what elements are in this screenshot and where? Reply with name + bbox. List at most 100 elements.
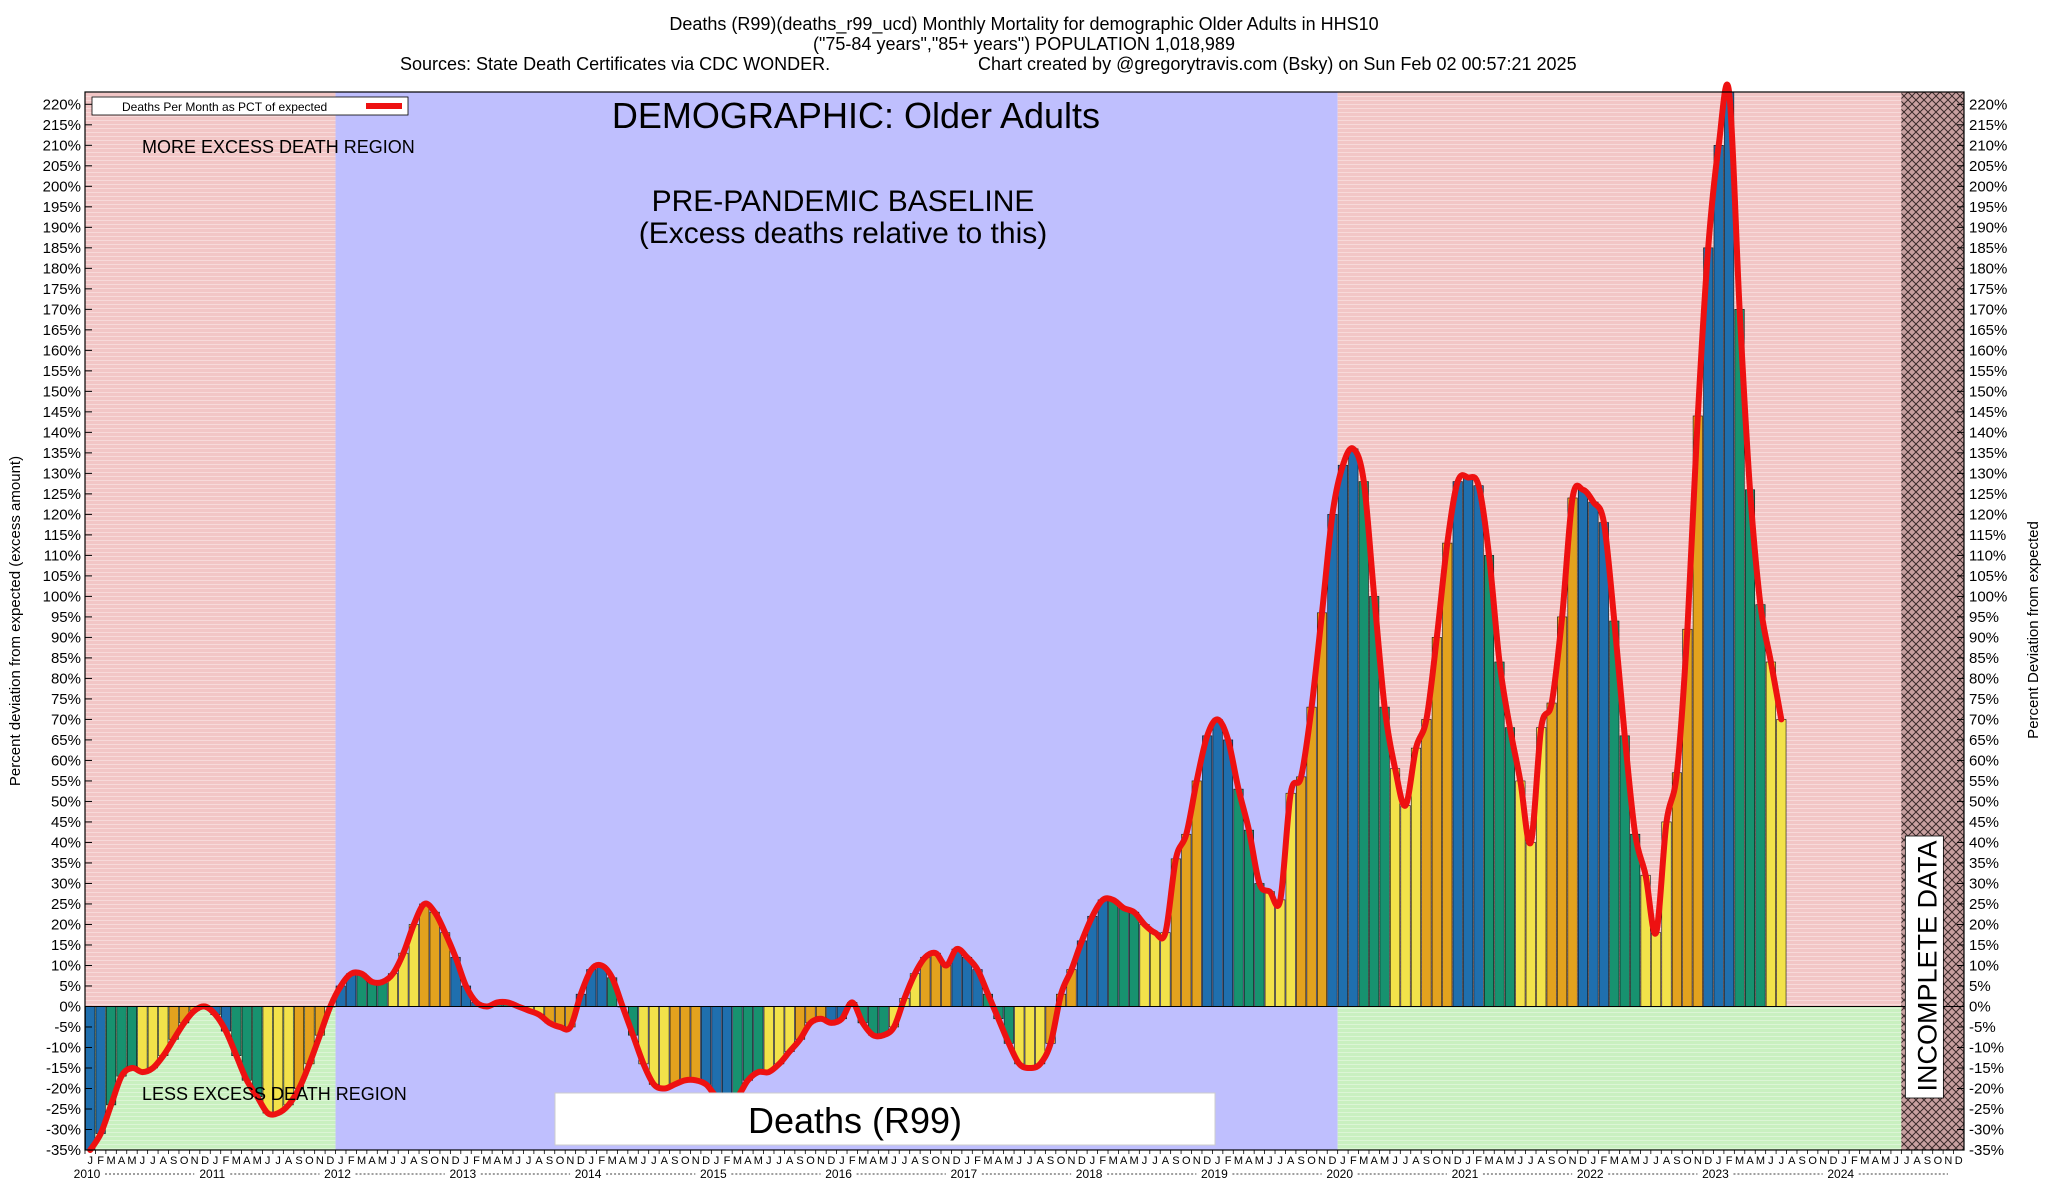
x-month-label: J [1518, 1155, 1524, 1167]
x-month-label: O [681, 1155, 690, 1167]
y-tick-label-right: 75% [1969, 691, 1999, 708]
bar-month-140 [1546, 702, 1557, 1007]
y-tick-label-left: 100% [43, 588, 81, 605]
chart-title-line-1: Deaths (R99)(deaths_r99_ucd) Monthly Mor… [669, 14, 1379, 34]
x-month-label: S [1548, 1155, 1555, 1167]
x-month-label: D [452, 1155, 460, 1167]
y-tick-label-right: 55% [1969, 773, 1999, 790]
y-axis-title-left: Percent deviation from expected (excess … [7, 456, 24, 786]
y-tick-label-right: -35% [1969, 1142, 2004, 1159]
bar-month-108 [1212, 719, 1223, 1007]
x-month-label: J [87, 1155, 93, 1167]
x-month-label: J [1904, 1155, 1910, 1167]
x-month-label: A [410, 1155, 418, 1167]
y-tick-label-right: 110% [1969, 547, 2006, 564]
x-month-label: J [526, 1155, 532, 1167]
x-month-label: O [1558, 1155, 1567, 1167]
x-month-label: D [827, 1155, 835, 1167]
bar-month-144 [1588, 501, 1599, 1007]
x-month-label: M [733, 1155, 742, 1167]
y-tick-label-left: 20% [51, 916, 81, 933]
x-month-label: A [494, 1155, 502, 1167]
y-tick-label-right: 200% [1969, 178, 2007, 195]
x-month-label: S [1799, 1155, 1806, 1167]
legend-box [91, 96, 409, 116]
x-month-label: O [1934, 1155, 1943, 1167]
x-month-label: A [1412, 1155, 1420, 1167]
x-month-label: S [170, 1155, 177, 1167]
x-month-label: N [1694, 1155, 1702, 1167]
bar-month-101 [1139, 924, 1150, 1007]
bar-month-1 [95, 1006, 106, 1134]
y-tick-label-left: 130% [43, 465, 81, 482]
x-month-label: D [1830, 1155, 1838, 1167]
bar-month-82 [941, 965, 952, 1007]
x-month-label: M [503, 1155, 512, 1167]
bar-month-61 [721, 1006, 733, 1102]
bar-month-113 [1264, 891, 1275, 1007]
x-month-label: S [922, 1155, 929, 1167]
y-tick-label-left: 10% [51, 957, 81, 974]
bar-month-159 [1744, 489, 1756, 1007]
x-month-label: M [1505, 1155, 1514, 1167]
y-tick-label-left: 165% [43, 322, 81, 339]
x-month-label: O [1808, 1155, 1817, 1167]
x-month-label: F [348, 1155, 355, 1167]
y-tick-label-right: 15% [1969, 937, 1999, 954]
y-tick-label-right: 0% [1969, 998, 1991, 1015]
y-tick-label-left: 25% [51, 896, 81, 913]
x-month-label: M [1234, 1155, 1243, 1167]
bar-month-3 [116, 1006, 127, 1077]
y-tick-label-right: 150% [1969, 383, 2007, 400]
x-month-label: N [191, 1155, 199, 1167]
x-month-label: A [1496, 1155, 1504, 1167]
y-tick-label-left: 145% [43, 404, 81, 421]
y-tick-label-right: 115% [1969, 527, 2006, 544]
x-month-label: M [983, 1155, 992, 1167]
x-month-label: D [1454, 1155, 1462, 1167]
x-month-label: M [1359, 1155, 1368, 1167]
y-tick-label-left: 55% [51, 773, 81, 790]
x-month-label: A [368, 1155, 376, 1167]
y-tick-label-right: -30% [1969, 1121, 2004, 1138]
y-tick-label-left: -30% [46, 1121, 81, 1138]
x-month-label: M [1610, 1155, 1619, 1167]
baseline-label-line-1: PRE-PANDEMIC BASELINE [652, 185, 1035, 218]
y-tick-label-left: 0% [59, 998, 81, 1015]
y-tick-label-left: -5% [54, 1019, 81, 1036]
y-tick-label-left: 70% [51, 711, 81, 728]
x-month-label: F [1851, 1155, 1858, 1167]
x-month-label: S [1047, 1155, 1054, 1167]
x-year-label: 2018 [1076, 1167, 1103, 1181]
bar-month-132 [1463, 477, 1474, 1007]
y-tick-label-left: 210% [43, 137, 81, 154]
x-month-label: N [441, 1155, 449, 1167]
y-tick-label-left: 215% [43, 117, 81, 134]
y-tick-label-left: 180% [43, 260, 81, 277]
y-tick-label-left: 125% [43, 486, 81, 503]
y-tick-label-right: -15% [1969, 1060, 2004, 1077]
x-month-label: S [1924, 1155, 1931, 1167]
x-month-label: J [1528, 1155, 1534, 1167]
y-tick-label-left: -25% [46, 1101, 81, 1118]
bar-month-58 [690, 1006, 701, 1081]
x-year-label: 2020 [1326, 1167, 1353, 1181]
region-texture-early [85, 92, 336, 1150]
y-axis-title-right: Percent Deviation from expected [2025, 521, 2042, 739]
x-month-label: M [253, 1155, 262, 1167]
x-month-label: O [931, 1155, 940, 1167]
x-month-label: D [1203, 1155, 1211, 1167]
y-tick-label-left: 50% [51, 793, 81, 810]
y-tick-label-right: 85% [1969, 650, 1999, 667]
y-tick-label-right: 140% [1969, 424, 2007, 441]
y-tick-label-left: 90% [51, 629, 81, 646]
y-tick-label-left: 15% [51, 937, 81, 954]
x-month-label: J [964, 1155, 970, 1167]
y-tick-label-left: 170% [43, 301, 81, 318]
x-month-label: J [1465, 1155, 1471, 1167]
x-month-label: J [839, 1155, 845, 1167]
bar-month-102 [1149, 932, 1161, 1007]
y-tick-label-left: 220% [43, 96, 81, 113]
x-month-label: A [744, 1155, 752, 1167]
x-month-label: A [1788, 1155, 1796, 1167]
